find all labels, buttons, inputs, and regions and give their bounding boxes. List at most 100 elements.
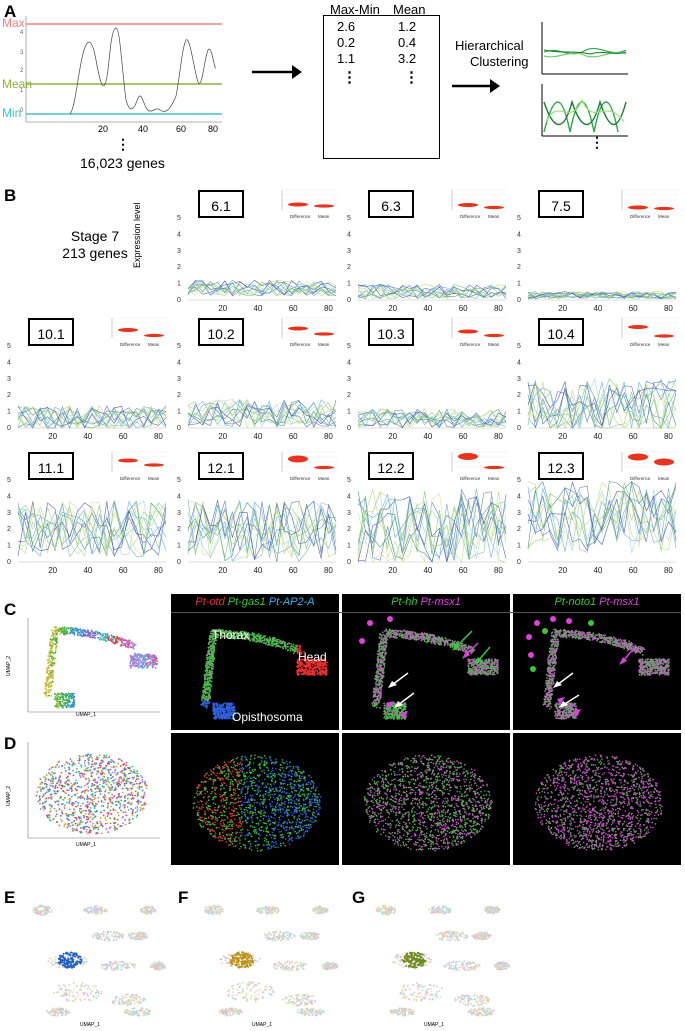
x-tick: 40 [253,566,262,575]
cluster-plot-12-2: 0 1 2 3 4 5 20 40 60 80 Difference Mean [347,451,508,575]
x-tick: 80 [324,304,333,313]
cluster-label-10-4: 10.4 [538,318,584,346]
panel-a-ytick-0: 0 [20,108,24,114]
expression-line [17,500,167,557]
expression-line [17,500,167,557]
y-tick: 4 [347,493,351,500]
table-ellipsis: ⋮ [342,69,357,86]
y-tick: 1 [7,409,11,416]
y-tick: 2 [7,526,11,533]
cluster-label-6-3: 6.3 [368,190,414,218]
cluster-plot-12-3: 0 1 2 3 4 5 20 40 60 80 Difference Mean [517,451,678,575]
x-tick: 20 [558,432,567,441]
y-tick: 0 [347,559,351,566]
violin-label: Mean [318,342,330,347]
expression-line [187,401,337,425]
cluster-thumbnail-flat [541,22,628,75]
x-tick: 60 [459,566,468,575]
gene-msx1: Pt-msx1 [420,596,461,608]
y-tick: 1 [517,409,521,416]
expression-line [187,399,337,426]
panel-letter-a: A [4,2,17,21]
y-tick: 5 [347,343,351,350]
panel-c-umap-otd-gas1-ap2a [200,628,328,720]
violin-label: Mean [658,342,670,347]
expression-line [187,501,337,562]
y-tick: 3 [347,510,351,517]
y-tick: 0 [347,425,351,432]
expression-line [527,291,677,300]
violin-label: Mean [658,476,670,481]
expression-line [357,410,507,429]
y-tick: 5 [7,343,11,350]
y-tick: 3 [7,376,11,383]
table-cell: 0.4 [398,35,417,50]
panel-letter-c: C [4,600,17,619]
panel-a-ytick-3: 3 [20,50,24,56]
x-tick: 60 [289,432,298,441]
table-header-mean: Mean [393,2,426,17]
expression-line [187,399,337,428]
violin-mean [484,333,504,338]
x-tick: 80 [494,566,503,575]
cluster-label-12-3: 12.3 [538,452,584,480]
expression-line [357,283,507,300]
violin-mean [144,463,164,467]
panel-a-ytick-1: 1 [20,88,24,94]
expression-line [357,493,507,560]
y-tick: 0 [7,559,11,566]
x-tick: 20 [218,566,227,575]
y-tick: 1 [517,543,521,550]
expression-line [187,281,337,297]
expression-line [527,378,677,429]
x-tick: 60 [629,432,638,441]
panel-a-expression-trace-chart [25,16,222,123]
expression-line [357,496,507,562]
expression-line [17,503,167,545]
expression-line [187,281,337,297]
y-tick: 5 [517,343,521,350]
table-cell: 1.2 [398,19,417,34]
violin-difference [288,326,308,331]
violin-label: Mean [658,214,670,219]
expression-line [357,496,507,563]
cluster-plot-11-1: 0 1 2 3 4 5 20 40 60 80 Difference Mean [7,451,168,575]
cluster-label-12-1: 12.1 [198,452,244,480]
x-tick: 20 [48,566,57,575]
x-tick: 60 [119,432,128,441]
gene-count-label: 213 genes [62,245,128,261]
y-tick: 4 [517,231,521,238]
expression-line [527,489,677,553]
y-tick: 2 [517,264,521,271]
x-tick: 60 [289,566,298,575]
y-tick: 0 [517,425,521,432]
expression-line [187,399,337,428]
violin-difference [118,458,138,463]
expression-line [527,481,677,543]
y-tick: 2 [517,392,521,399]
x-tick: 80 [664,566,673,575]
x-tick: 80 [494,304,503,313]
min-label: Min [2,106,22,120]
y-tick: 0 [177,425,181,432]
y-tick: 2 [7,392,11,399]
expression-line [357,284,507,299]
x-tick: 60 [289,304,298,313]
x-tick: 60 [629,304,638,313]
violin-label: Difference [290,214,311,219]
y-tick: 1 [347,543,351,550]
y-tick: 3 [347,248,351,255]
expression-line [357,488,507,563]
violin-mean [314,204,334,208]
y-tick: 5 [517,215,521,222]
x-tick: 40 [423,432,432,441]
y-tick: 4 [347,359,351,366]
panel-d-umap-x-label: UMAP_1 [76,842,97,848]
expression-line [17,405,167,429]
expression-line [527,378,677,429]
gene-msx1: Pt-msx1 [599,596,640,608]
expression-line [527,486,677,552]
panel-letter-e: E [4,888,16,907]
genes-count-label: 16,023 genes [80,155,165,171]
x-tick: 40 [423,566,432,575]
